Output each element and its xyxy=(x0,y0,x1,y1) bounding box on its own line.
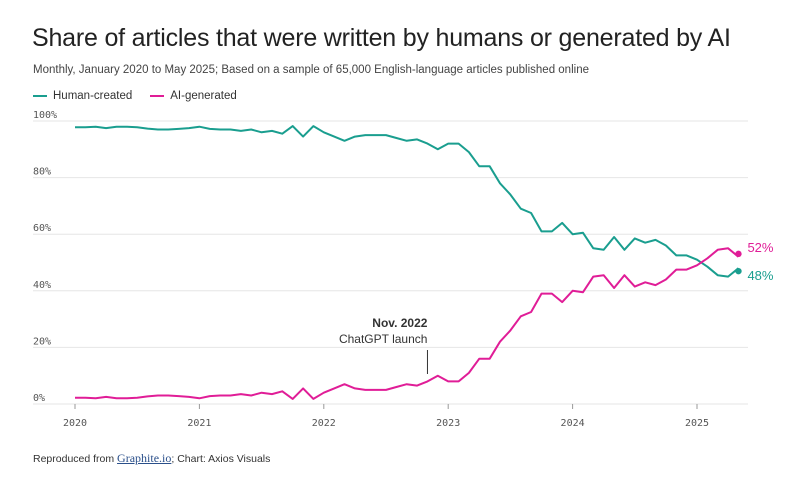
x-tick-label: 2023 xyxy=(436,418,460,429)
y-tick-label: 80% xyxy=(33,167,51,178)
y-tick-label: 60% xyxy=(33,223,51,234)
legend: Human-created AI-generated xyxy=(33,90,237,102)
series-layer xyxy=(75,125,740,400)
legend-swatch-human xyxy=(33,95,47,97)
legend-swatch-ai xyxy=(150,95,165,97)
annotation-text: ChatGPT launch xyxy=(339,332,428,346)
end-label-layer: 48% 52% xyxy=(735,240,774,283)
series-line-human xyxy=(75,125,740,278)
x-tick-label: 2022 xyxy=(312,418,336,429)
series-line-ai xyxy=(75,247,740,400)
series-end-label: 52% xyxy=(747,240,773,255)
x-axis: 2020 2021 2022 2023 2024 2025 xyxy=(63,404,709,429)
x-tick-label: 2025 xyxy=(685,418,709,429)
source-link[interactable]: Graphite.io xyxy=(117,451,172,465)
series-end-point xyxy=(735,267,742,275)
series-end-point xyxy=(735,250,742,258)
x-tick-label: 2021 xyxy=(187,418,211,429)
y-tick-label: 100% xyxy=(33,110,57,121)
annotation-date: Nov. 2022 xyxy=(372,316,427,330)
y-tick-label: 40% xyxy=(33,280,51,291)
x-tick-label: 2020 xyxy=(63,418,87,429)
source-prefix: Reproduced from xyxy=(33,453,118,465)
source-credit: Reproduced from Graphite.io; Chart: Axio… xyxy=(33,451,270,466)
legend-label-ai: AI-generated xyxy=(170,90,237,102)
series-end-label: 48% xyxy=(747,268,773,283)
source-suffix: ; Chart: Axios Visuals xyxy=(171,453,271,465)
legend-item-ai: AI-generated xyxy=(150,90,237,102)
grid-layer: 0% 20% 40% 60% 80% 100% xyxy=(33,110,748,405)
y-tick-label: 0% xyxy=(33,393,45,404)
legend-label-human: Human-created xyxy=(53,90,133,102)
annotation-layer: Nov. 2022 ChatGPT launch xyxy=(339,316,428,374)
chart-title: Share of articles that were written by h… xyxy=(32,24,731,52)
legend-item-human: Human-created xyxy=(33,90,132,102)
chart-subtitle: Monthly, January 2020 to May 2025; Based… xyxy=(33,64,589,76)
x-tick-label: 2024 xyxy=(561,418,585,429)
y-tick-label: 20% xyxy=(33,336,51,347)
